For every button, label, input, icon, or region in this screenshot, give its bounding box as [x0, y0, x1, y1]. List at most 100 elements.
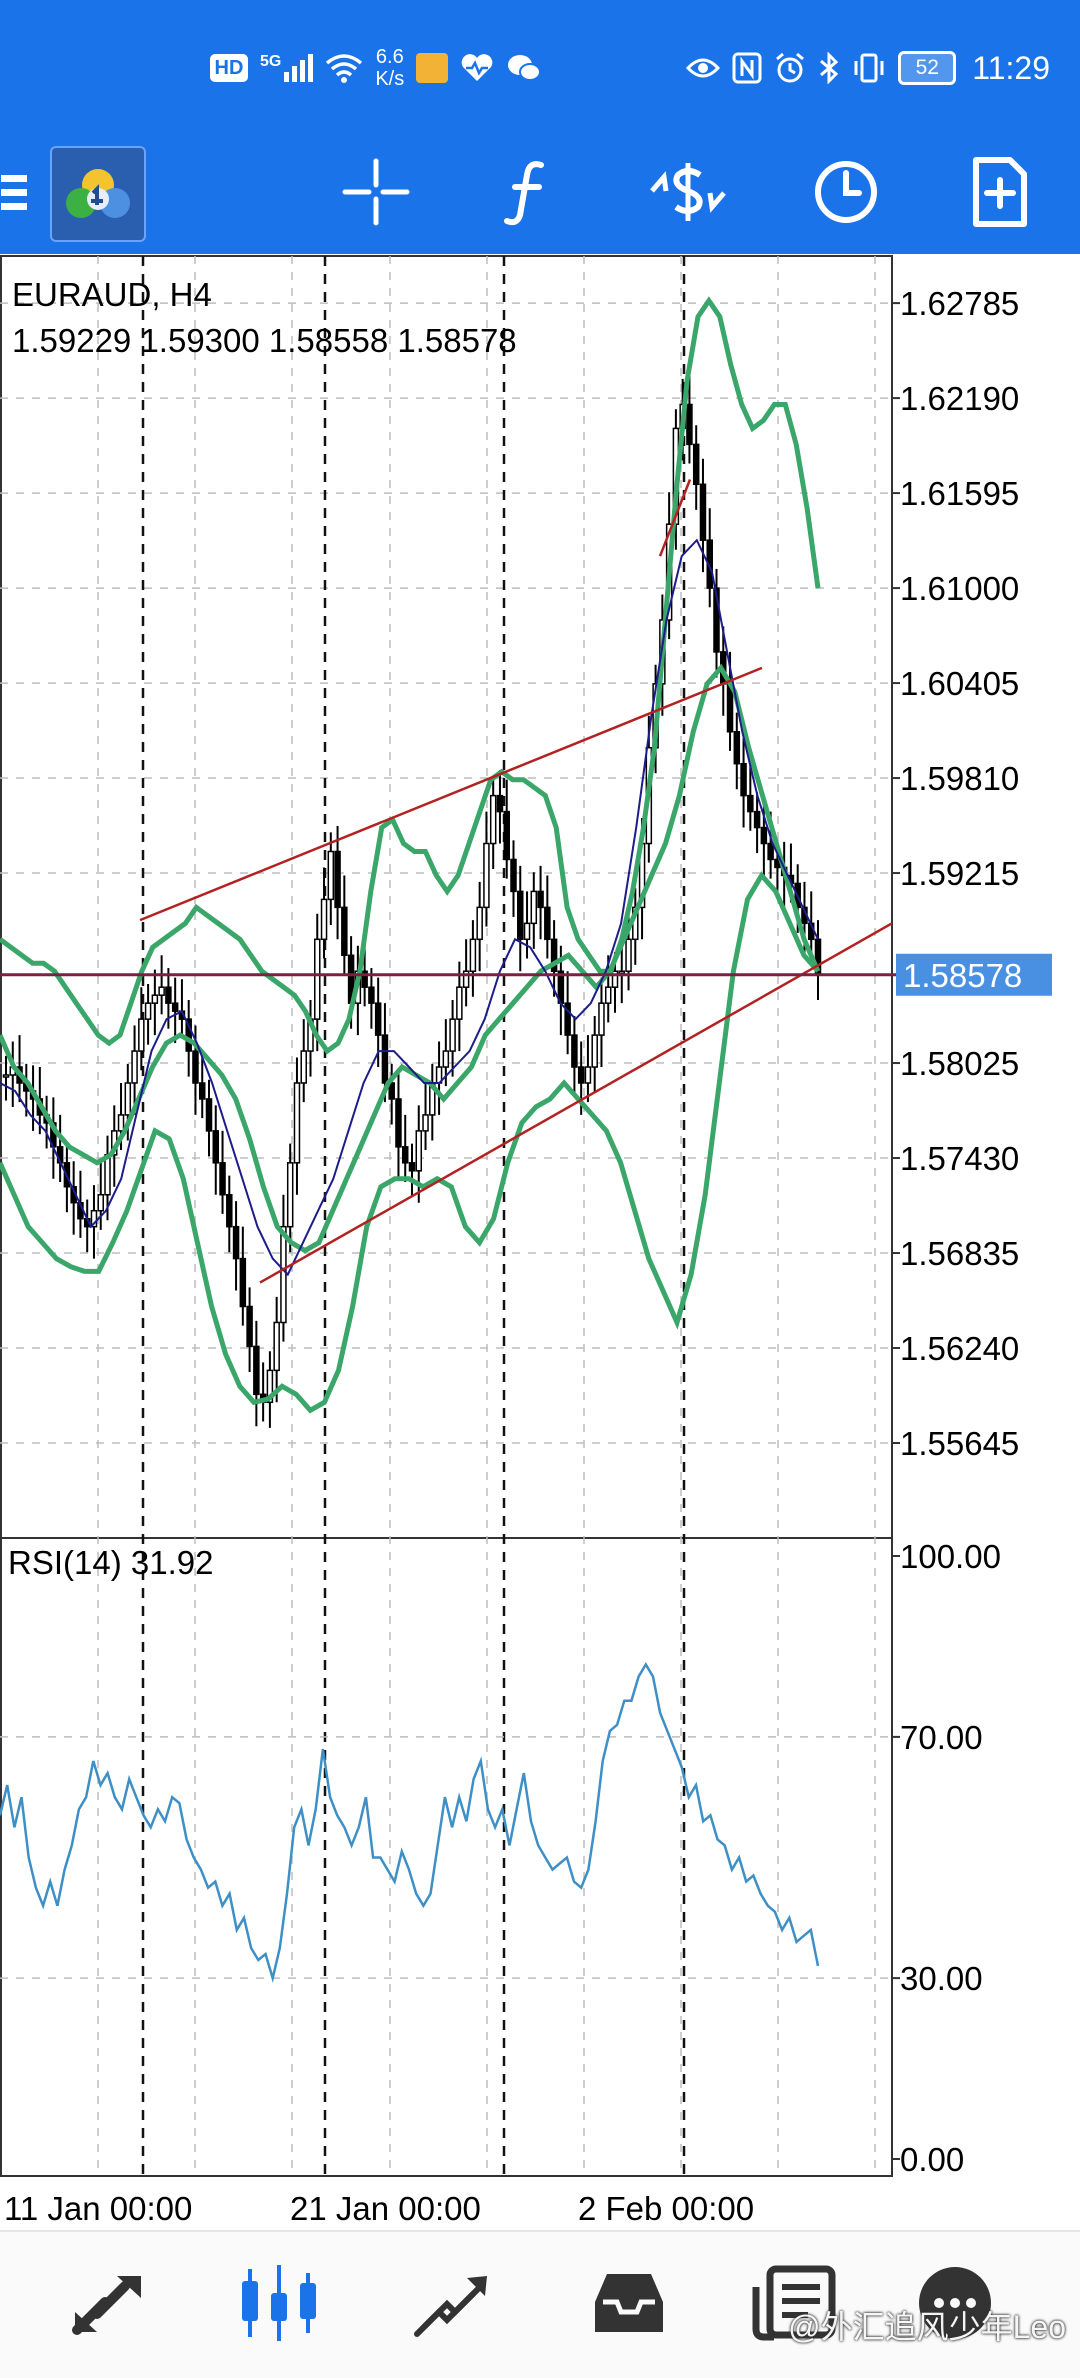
current-price-value: 1.58578 [903, 957, 1022, 994]
signal-bar [300, 60, 306, 82]
price-axis-label: 1.56835 [900, 1235, 1019, 1272]
bollinger-upper-line [0, 296, 821, 1055]
candle-body [422, 1114, 429, 1132]
candle-body [212, 1130, 220, 1164]
time-axis-label: 2 Feb 00:00 [578, 2190, 754, 2227]
candle-body [300, 1050, 307, 1084]
status-left: HD 5G 6.6 K/s [210, 40, 542, 96]
alarm-icon [776, 52, 805, 83]
candle-body [618, 970, 626, 974]
vibrate-icon [854, 53, 884, 83]
trade-icon[interactable] [648, 152, 728, 232]
wechat-icon [508, 55, 542, 81]
candle-body [692, 443, 700, 486]
candle-body [408, 1162, 416, 1172]
rsi-axis-label: 100.00 [900, 1538, 1001, 1575]
status-bar: HD 5G 6.6 K/s [0, 0, 1080, 130]
rsi-label: RSI(14) 31.92 [8, 1544, 214, 1581]
candle-body [760, 826, 768, 845]
chart-icon[interactable] [234, 2258, 324, 2348]
5g-signal-icon: 5G [260, 54, 314, 82]
candle-body [368, 986, 375, 1004]
candle-body [442, 1050, 450, 1068]
candle-body [496, 794, 504, 813]
app-logo[interactable] [50, 146, 146, 242]
rsi-axis-label: 30.00 [900, 1960, 983, 1997]
toolbar [0, 130, 1080, 254]
chart-canvas[interactable]: 1.62785 1.62190 1.61595 1.61000 1.60405 1.598… [0, 254, 1080, 2234]
candle-body [598, 1002, 605, 1036]
price-axis-label: 1.60405 [900, 665, 1019, 702]
news-icon[interactable] [750, 2258, 840, 2348]
moving-average-line [0, 538, 819, 1277]
candle-body [334, 850, 341, 909]
ohlc-label: 1.59229 1.59300 1.58558 1.58578 [12, 322, 517, 359]
chart-area[interactable]: 1.62785 1.62190 1.61595 1.61000 1.60405 1.598… [0, 254, 1080, 2227]
candle-body [185, 1018, 192, 1052]
candle-body [625, 938, 632, 972]
candle-body [97, 1193, 104, 1212]
price-axis-label: 1.62190 [900, 380, 1019, 417]
bollinger-lower-line [0, 871, 820, 1414]
candle-body [219, 1162, 226, 1196]
candle-body [341, 906, 348, 957]
rsi-axis-label: 70.00 [900, 1719, 983, 1756]
candle-body [266, 1369, 274, 1404]
candle-body [381, 1034, 389, 1084]
current-price-badge [896, 953, 1052, 996]
menu-lines [1, 168, 27, 217]
time-axis-label: 11 Jan 00:00 [4, 2190, 192, 2227]
candle-body [388, 1082, 395, 1100]
history-icon[interactable] [584, 2258, 674, 2348]
bottom-navigation [0, 2230, 1080, 2378]
candle-body [517, 890, 524, 941]
candle-body [489, 794, 497, 845]
candle-body [523, 922, 531, 941]
eye-icon [686, 58, 721, 78]
main-plot-frame [0, 255, 893, 1539]
indicators-icon[interactable] [490, 152, 570, 232]
symbol-timeframe-label: EURAUD, H4 [12, 276, 212, 313]
candle-body [483, 842, 490, 909]
crosshair-icon[interactable] [336, 152, 416, 232]
candle-body [171, 1002, 179, 1012]
candle-body [151, 994, 159, 1004]
candle-body [374, 1002, 382, 1036]
candle-body [571, 1034, 578, 1068]
candle-body [2, 1074, 10, 1078]
timeframe-icon[interactable] [806, 152, 886, 232]
candle-body [117, 1114, 125, 1132]
health-icon [461, 54, 493, 81]
candle-body [104, 1154, 111, 1196]
quotes-icon[interactable] [64, 2258, 154, 2348]
candle-body [462, 970, 470, 988]
candle-body [686, 403, 693, 446]
rsi-axis-label: 0.00 [900, 2141, 964, 2178]
candle-body [253, 1345, 260, 1396]
metatrader-logo-icon [66, 169, 130, 218]
candle-body [239, 1257, 247, 1308]
candle-body [476, 906, 483, 941]
menu-icon[interactable] [0, 152, 34, 232]
candle-body [198, 1082, 206, 1100]
trade-nav-icon[interactable] [408, 2258, 498, 2348]
bluetooth-icon [820, 52, 839, 84]
watermark: @外汇追风少年Leo [788, 2309, 1066, 2345]
nfc-icon [732, 52, 762, 84]
candle-body [584, 1066, 592, 1084]
messages-icon[interactable] [910, 2258, 1000, 2348]
candle-body [327, 850, 335, 901]
candle-body [280, 1225, 287, 1324]
candle-body [165, 986, 172, 1004]
rsi-plot-frame [0, 1537, 893, 2177]
candle-body [293, 1082, 301, 1164]
app-notification-icon [416, 53, 449, 83]
time-axis-label: 21 Jan 00:00 [290, 2190, 481, 2227]
candle-body [314, 938, 321, 1020]
candle-body [604, 986, 612, 1004]
candle-body [611, 970, 619, 988]
candle-body [395, 1098, 402, 1148]
new-order-icon[interactable] [960, 152, 1040, 232]
candle-body [469, 938, 477, 972]
speed-unit: K/s [375, 68, 405, 90]
